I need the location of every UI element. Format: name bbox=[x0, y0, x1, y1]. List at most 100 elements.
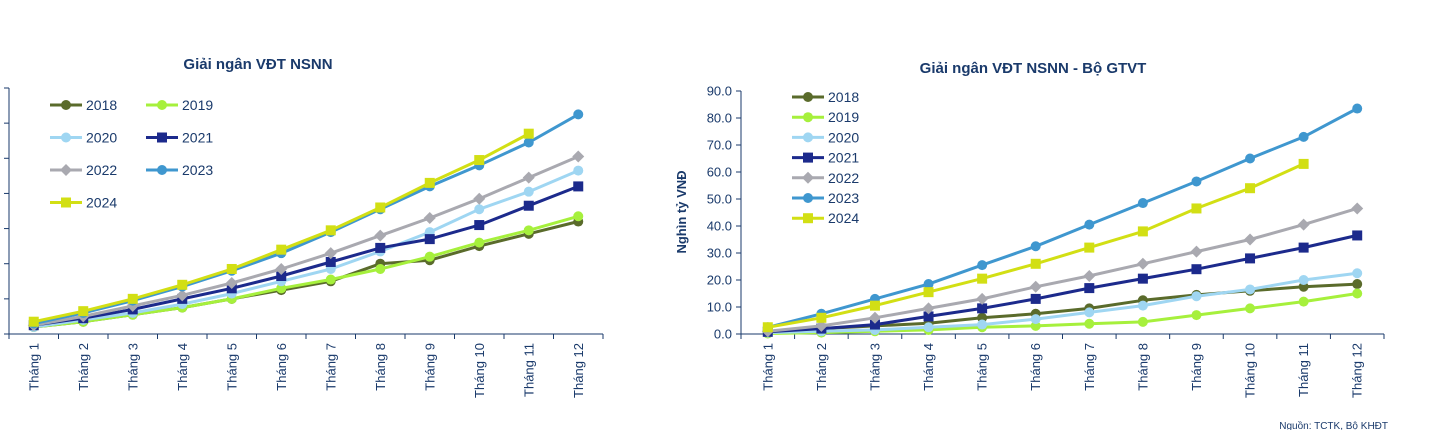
chart2-y-axis-label: Nghìn tỷ VNĐ bbox=[674, 170, 689, 253]
c1-point-2022 bbox=[176, 289, 189, 302]
c1-point-2024 bbox=[424, 177, 435, 188]
c2-point-2020 bbox=[1245, 284, 1256, 295]
c2-point-2024 bbox=[1084, 242, 1095, 253]
c2-legend-item-2020: 2020 bbox=[792, 129, 859, 145]
c1-legend-item-2020: 2020 bbox=[50, 130, 117, 146]
c2-legend-label: 2020 bbox=[828, 129, 859, 145]
c2-legend-label: 2022 bbox=[828, 170, 859, 186]
c1-legend-marker bbox=[61, 197, 71, 208]
c1-legend-label: 2021 bbox=[182, 130, 213, 146]
chart-giai-ngan-bo-gtvt: Giải ngân VĐT NSNN - Bộ GTVT Nghìn tỷ VN… bbox=[674, 60, 1385, 398]
c1-point-2019 bbox=[523, 225, 534, 236]
c1-point-2019 bbox=[325, 274, 336, 285]
c2-point-2024 bbox=[762, 322, 773, 333]
c1-legend-item-2021: 2021 bbox=[146, 130, 213, 146]
c2-ytick-label: 70.0 bbox=[707, 138, 732, 153]
c2-point-2024 bbox=[923, 287, 934, 298]
c1-point-2021 bbox=[523, 200, 534, 211]
c2-legend-label: 2023 bbox=[828, 190, 859, 206]
c2-xtick-label: Tháng 12 bbox=[1350, 343, 1365, 398]
c2-series-2022 bbox=[761, 202, 1364, 338]
c2-point-2024 bbox=[869, 300, 880, 311]
c2-point-2023 bbox=[1298, 131, 1309, 142]
c1-point-2024 bbox=[474, 155, 485, 166]
c2-ytick-label: 20.0 bbox=[707, 273, 732, 288]
c1-xtick-label: Tháng 11 bbox=[521, 343, 536, 397]
c2-line-2022 bbox=[767, 206, 1358, 333]
c1-xtick-label: Tháng 3 bbox=[125, 343, 140, 391]
c1-xtick-label: Tháng 6 bbox=[274, 343, 289, 391]
c2-legend-marker bbox=[803, 112, 813, 123]
c1-point-2024 bbox=[226, 263, 237, 274]
c1-point-2024 bbox=[78, 306, 89, 317]
c1-legend-label: 2018 bbox=[86, 97, 117, 113]
c1-point-2021 bbox=[424, 234, 435, 245]
c1-line-2023 bbox=[33, 113, 580, 325]
c2-legend-marker bbox=[803, 152, 813, 163]
c2-series-2018 bbox=[762, 279, 1363, 337]
c2-point-2022 bbox=[1190, 245, 1203, 258]
c2-point-2022 bbox=[868, 311, 881, 324]
c2-point-2021 bbox=[1191, 264, 1202, 275]
c1-point-2024 bbox=[276, 244, 287, 255]
c2-point-2020 bbox=[923, 322, 934, 333]
c1-xtick-label: Tháng 7 bbox=[323, 343, 338, 391]
c1-point-2022 bbox=[473, 192, 486, 205]
c1-line-2022 bbox=[33, 155, 579, 327]
c2-point-2019 bbox=[1191, 310, 1202, 321]
chart2-title: Giải ngân VĐT NSNN - Bộ GTVT bbox=[920, 60, 1147, 77]
c1-legend-label: 2023 bbox=[182, 162, 213, 178]
c2-xtick-label: Tháng 6 bbox=[1028, 343, 1043, 391]
c2-ytick-label: 40.0 bbox=[707, 219, 732, 234]
c1-legend-label: 2022 bbox=[86, 162, 117, 178]
c2-point-2020 bbox=[977, 319, 988, 330]
c2-ytick-label: 60.0 bbox=[707, 165, 732, 180]
c1-legend-item-2018: 2018 bbox=[50, 97, 117, 113]
c1-point-2019 bbox=[474, 237, 485, 248]
c1-point-2020 bbox=[474, 204, 485, 215]
c2-point-2022 bbox=[1029, 280, 1042, 293]
c2-point-2024 bbox=[1137, 226, 1148, 237]
c1-point-2023 bbox=[573, 109, 584, 120]
c2-point-2019 bbox=[1084, 318, 1095, 329]
c2-point-2023 bbox=[1352, 103, 1363, 114]
c2-legend-label: 2018 bbox=[828, 89, 859, 105]
c1-xtick-label: Tháng 5 bbox=[224, 343, 239, 391]
c1-point-2021 bbox=[573, 181, 584, 192]
c2-point-2022 bbox=[1136, 257, 1149, 270]
c1-point-2020 bbox=[573, 165, 584, 176]
c2-series-2020 bbox=[762, 268, 1363, 338]
c2-legend-marker bbox=[803, 193, 813, 203]
c1-point-2019 bbox=[375, 263, 386, 274]
c2-point-2021 bbox=[1030, 293, 1041, 304]
c2-point-2023 bbox=[1030, 241, 1041, 252]
c1-point-2022 bbox=[522, 171, 535, 184]
c1-point-2020 bbox=[523, 186, 534, 197]
c2-legend-item-2021: 2021 bbox=[792, 150, 859, 166]
c2-line-2020 bbox=[767, 271, 1358, 335]
c1-xtick-label: Tháng 2 bbox=[76, 343, 91, 391]
c2-legend-item-2018: 2018 bbox=[792, 89, 859, 105]
c1-point-2023 bbox=[523, 137, 534, 148]
c1-point-2024 bbox=[375, 202, 386, 213]
c2-point-2022 bbox=[976, 292, 989, 305]
c1-series-2024 bbox=[28, 128, 534, 327]
c2-xtick-label: Tháng 2 bbox=[814, 343, 829, 391]
c2-xtick-label: Tháng 11 bbox=[1296, 343, 1311, 397]
c1-line-2020 bbox=[33, 169, 579, 329]
c2-line-2023 bbox=[767, 107, 1358, 329]
c1-legend-marker bbox=[157, 100, 167, 110]
c2-xtick-label: Tháng 9 bbox=[1189, 343, 1204, 391]
c2-point-2020 bbox=[1191, 291, 1202, 302]
c2-legend-item-2023: 2023 bbox=[792, 190, 859, 206]
c1-legend-item-2024: 2024 bbox=[50, 195, 117, 211]
c2-point-2024 bbox=[977, 273, 988, 284]
c2-xtick-label: Tháng 3 bbox=[867, 343, 882, 391]
c2-legend-item-2024: 2024 bbox=[792, 210, 859, 226]
c1-point-2022 bbox=[324, 247, 337, 260]
c1-point-2024 bbox=[28, 316, 39, 327]
c1-line-2021 bbox=[33, 185, 579, 327]
c2-point-2019 bbox=[1137, 316, 1148, 327]
c1-xtick-label: Tháng 4 bbox=[175, 343, 190, 391]
source-note: Nguồn: TCTK, Bộ KHĐT bbox=[1279, 420, 1388, 430]
